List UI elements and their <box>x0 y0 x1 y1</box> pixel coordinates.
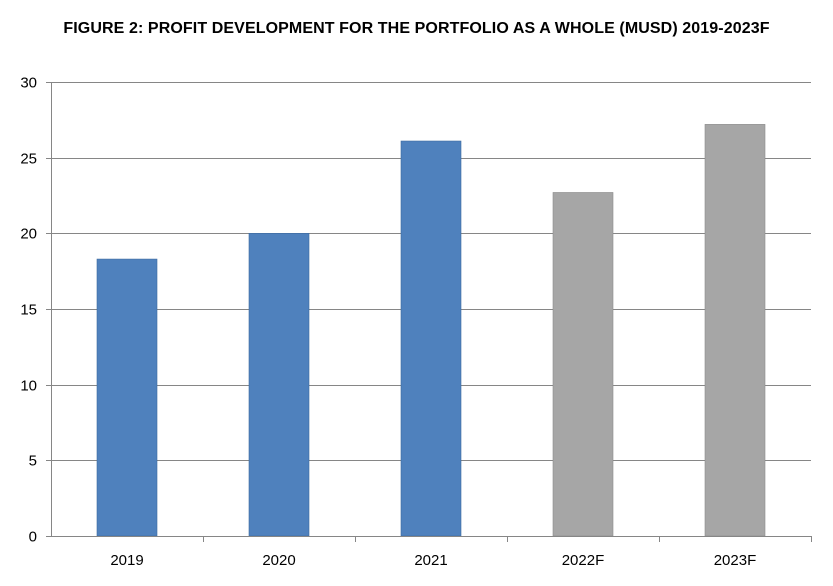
y-tick-label-20: 20 <box>20 226 37 243</box>
axes <box>46 82 812 542</box>
y-tick-label-15: 15 <box>20 302 37 319</box>
y-tick-label-30: 30 <box>20 75 37 92</box>
x-tick-labels: 2019 2020 2021 2022F 2023F <box>110 552 756 569</box>
bar-2021 <box>400 140 462 537</box>
y-tick-label-25: 25 <box>20 151 37 168</box>
bar-2020 <box>248 233 310 537</box>
y-tick-labels: 0 5 10 15 20 25 30 <box>20 75 37 546</box>
y-tick-label-10: 10 <box>20 378 37 395</box>
x-tick-label-2022F: 2022F <box>562 552 605 569</box>
chart-title: FIGURE 2: PROFIT DEVELOPMENT FOR THE POR… <box>63 20 770 37</box>
bar-2019 <box>96 258 158 537</box>
x-tick-label-2019: 2019 <box>110 552 143 569</box>
bar-2023F <box>704 124 766 537</box>
y-tick-label-5: 5 <box>29 453 37 470</box>
x-tick-label-2023F: 2023F <box>714 552 757 569</box>
x-tick-label-2020: 2020 <box>262 552 295 569</box>
y-tick-label-0: 0 <box>29 529 37 546</box>
x-tick-label-2021: 2021 <box>414 552 447 569</box>
bar-2022F <box>552 192 614 537</box>
bars <box>96 124 766 537</box>
